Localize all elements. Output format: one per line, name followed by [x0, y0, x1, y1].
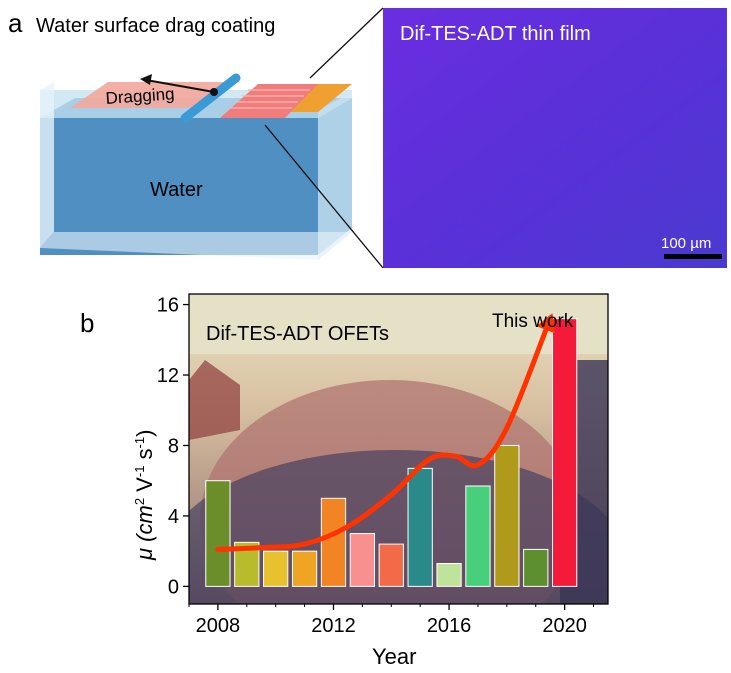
bar-2010 [263, 550, 289, 587]
bar-2014 [378, 543, 404, 587]
y-label-sup2: -1 [132, 466, 147, 478]
bar-2020 [552, 318, 578, 587]
bars-layer [205, 318, 578, 587]
y-tick-label-4: 4 [168, 506, 179, 528]
y-tick-label-0: 0 [168, 576, 179, 598]
x-tick-label-2012: 2012 [311, 615, 356, 637]
coating-rod [180, 73, 241, 123]
bar-2013 [349, 533, 376, 587]
water-label: Water [150, 179, 203, 201]
y-label-mid: V [132, 477, 157, 498]
zoom-line-bottom [264, 124, 384, 269]
chart-frame [188, 293, 609, 605]
chart-title: Dif-TES-ADT OFETs [206, 323, 389, 345]
y-label-mid2: s [132, 448, 157, 465]
micrograph-image [383, 8, 727, 268]
scale-bar-label: 100 µm [661, 235, 711, 252]
panel-b-letter: b [80, 308, 94, 338]
y-label-sup1: 2 [132, 498, 147, 505]
dragging-label: Dragging [105, 84, 175, 108]
ticks-layer: 0 4 8 12 16 2008 2012 2016 2020 [157, 295, 595, 637]
y-label-main: μ (cm [132, 505, 157, 561]
y-label-sup3: -1 [132, 437, 147, 449]
bar-2016 [436, 562, 462, 587]
x-tick-label-2020: 2020 [542, 615, 587, 637]
y-axis-label: μ (cm2 V-1 s-1) [132, 430, 157, 561]
water-body [40, 118, 318, 255]
y-tick-label-8: 8 [168, 435, 179, 457]
bar-2017 [465, 485, 491, 587]
y-label-end: ) [132, 430, 157, 437]
panel-a-letter: a [8, 8, 23, 38]
bar-2018 [494, 444, 520, 587]
micrograph-label: Dif-TES-ADT thin film [400, 23, 591, 45]
scale-bar [664, 254, 722, 259]
y-tick-label-16: 16 [157, 295, 179, 317]
bar-2008 [205, 480, 231, 587]
trend-arrowhead [536, 313, 556, 334]
coated-film [220, 84, 318, 118]
zoom-line-top [309, 7, 384, 79]
this-work-annotation: This work [492, 311, 574, 332]
x-tick-label-2016: 2016 [427, 615, 472, 637]
trend-line [215, 316, 553, 552]
x-axis-label: Year [372, 644, 416, 669]
bar-2019 [523, 548, 549, 587]
water-tank-illustration: Dragging Water [40, 73, 352, 260]
bar-2012 [320, 497, 347, 587]
y-tick-label-12: 12 [157, 365, 179, 387]
x-tick-label-2008: 2008 [196, 615, 241, 637]
bar-2015 [407, 467, 433, 587]
trend-layer [215, 313, 556, 552]
panel-a-title: Water surface drag coating [36, 15, 275, 37]
bar-2011 [291, 550, 318, 587]
drag-arrow [145, 79, 215, 93]
